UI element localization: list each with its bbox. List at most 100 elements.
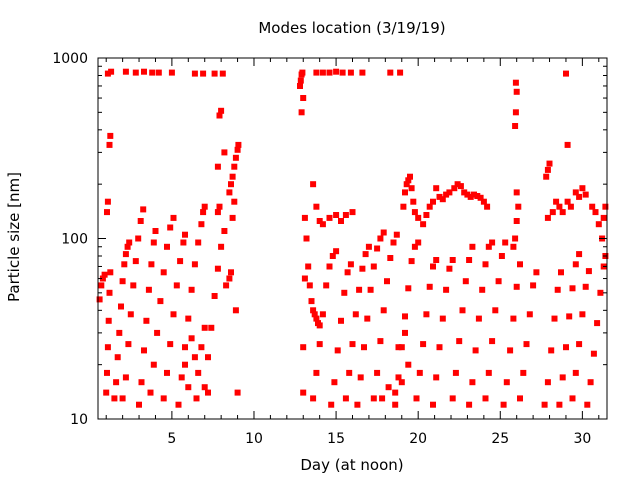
data-point-0-91 [211, 293, 218, 299]
data-point-0-277 [517, 261, 523, 268]
data-point-0-163 [338, 317, 344, 324]
data-point-0-302 [544, 214, 551, 221]
data-point-0-6 [104, 344, 111, 351]
data-point-0-259 [472, 347, 479, 354]
data-point-0-120 [298, 109, 305, 116]
data-point-0-198 [402, 329, 408, 336]
data-point-0-118 [299, 69, 306, 76]
data-point-0-82 [191, 354, 198, 361]
data-point-0-149 [342, 212, 349, 218]
data-point-0-293 [541, 401, 548, 408]
data-point-0-140 [329, 253, 336, 259]
data-point-0-216 [413, 395, 420, 402]
data-point-0-53 [147, 389, 154, 396]
data-point-0-295 [548, 347, 555, 354]
data-point-0-18 [114, 354, 121, 361]
data-point-0-5 [104, 369, 110, 376]
data-point-0-90 [208, 324, 215, 331]
data-point-0-268 [492, 307, 499, 314]
data-point-0-60 [170, 214, 177, 221]
data-point-0-281 [515, 203, 522, 210]
data-point-0-222 [433, 257, 440, 263]
data-point-0-89 [205, 354, 211, 361]
data-point-0-41 [191, 70, 198, 77]
data-point-0-51 [150, 239, 157, 246]
data-point-0-160 [328, 401, 335, 408]
data-point-0-78 [201, 203, 208, 210]
data-point-0-136 [316, 341, 323, 348]
data-point-0-75 [195, 239, 202, 246]
data-point-0-319 [576, 193, 583, 200]
data-point-0-172 [359, 265, 366, 272]
data-point-0-34 [140, 206, 147, 213]
data-point-0-199 [392, 401, 399, 408]
data-point-0-206 [415, 239, 422, 246]
data-point-0-71 [182, 344, 188, 351]
data-point-0-230 [443, 191, 450, 198]
data-point-0-340 [602, 203, 609, 210]
data-point-0-104 [229, 214, 236, 221]
data-point-0-279 [512, 235, 519, 242]
data-point-0-36 [132, 69, 139, 76]
data-point-0-4 [103, 389, 110, 396]
data-point-0-317 [567, 203, 574, 210]
axes-layer: 5 10 15 20 25 30 10 100 1000 [52, 51, 608, 447]
data-point-0-321 [582, 191, 589, 198]
data-point-0-283 [512, 123, 519, 129]
data-point-0-129 [310, 307, 317, 314]
data-point-0-320 [579, 185, 586, 192]
data-point-0-183 [380, 229, 387, 236]
data-point-0-146 [326, 214, 333, 221]
data-point-0-236 [443, 286, 450, 293]
data-point-0-21 [119, 278, 126, 285]
data-point-0-328 [584, 401, 591, 408]
data-point-0-147 [333, 212, 340, 218]
x-tick-label: 20 [409, 431, 427, 447]
data-point-0-141 [333, 248, 340, 255]
data-point-0-17 [113, 379, 120, 386]
data-point-0-262 [482, 261, 489, 268]
y-tick-label: 100 [61, 232, 88, 248]
data-point-0-30 [130, 282, 137, 289]
data-point-0-138 [323, 282, 330, 289]
data-point-0-307 [556, 401, 563, 408]
data-point-0-175 [354, 401, 361, 408]
data-point-0-52 [152, 228, 159, 234]
data-point-0-284 [512, 109, 519, 116]
data-point-0-128 [308, 298, 315, 305]
data-point-0-50 [148, 261, 155, 268]
data-point-0-57 [160, 269, 167, 276]
data-point-0-157 [359, 69, 366, 76]
x-tick-label: 15 [327, 431, 345, 447]
data-point-0-322 [569, 395, 576, 402]
data-point-0-179 [367, 286, 374, 293]
data-point-0-314 [563, 70, 569, 77]
data-point-0-64 [170, 311, 177, 318]
data-point-0-280 [513, 218, 520, 224]
data-point-0-311 [569, 285, 576, 292]
data-point-0-33 [137, 218, 144, 224]
data-point-0-62 [164, 369, 170, 376]
data-point-0-14 [104, 70, 111, 77]
data-point-0-119 [300, 95, 307, 101]
data-point-0-257 [466, 401, 473, 408]
data-point-0-182 [377, 235, 384, 242]
marks-layer [96, 68, 609, 408]
data-point-0-205 [411, 243, 418, 250]
data-point-0-35 [122, 68, 129, 75]
data-point-0-56 [157, 298, 164, 305]
data-point-0-296 [551, 315, 558, 322]
data-point-0-211 [407, 173, 413, 180]
data-point-0-97 [216, 112, 223, 119]
data-point-0-134 [310, 395, 317, 402]
data-point-0-25 [126, 239, 133, 246]
data-point-0-29 [127, 311, 134, 318]
data-point-0-46 [138, 379, 145, 386]
data-point-0-223 [420, 221, 427, 228]
data-point-0-294 [544, 379, 551, 386]
y-axis-label: Particle size [nm] [5, 172, 23, 302]
data-point-0-47 [141, 347, 147, 354]
data-point-0-337 [595, 221, 602, 228]
data-point-0-161 [331, 379, 338, 386]
data-point-0-228 [436, 193, 443, 200]
